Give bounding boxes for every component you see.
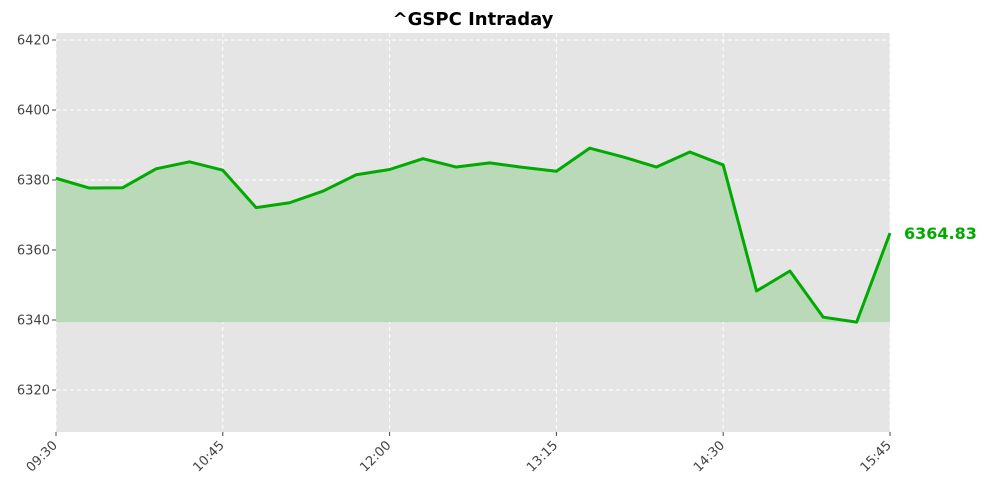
chart-title: ^GSPC Intraday <box>393 9 554 30</box>
x-tick-label: 12:00 <box>357 438 394 475</box>
x-tick-label: 13:15 <box>524 438 561 475</box>
y-tick-label: 6380 <box>17 174 50 189</box>
y-tick-label: 6360 <box>17 244 50 259</box>
x-tick-label: 14:30 <box>691 438 728 475</box>
y-tick-label: 6420 <box>17 34 50 49</box>
y-tick-label: 6400 <box>17 104 50 119</box>
axes <box>52 39 891 436</box>
line-layer <box>55 146 892 324</box>
x-tick-label: 09:30 <box>24 438 61 475</box>
x-tick-label: 10:45 <box>191 438 228 475</box>
series-line <box>55 146 892 324</box>
last-value-label: 6364.83 <box>904 224 977 243</box>
area-layer <box>56 148 890 323</box>
y-tick-label: 6340 <box>17 314 50 329</box>
x-tick-label: 15:45 <box>858 438 895 475</box>
area-fill <box>56 148 890 323</box>
y-tick-label: 6320 <box>17 384 50 399</box>
